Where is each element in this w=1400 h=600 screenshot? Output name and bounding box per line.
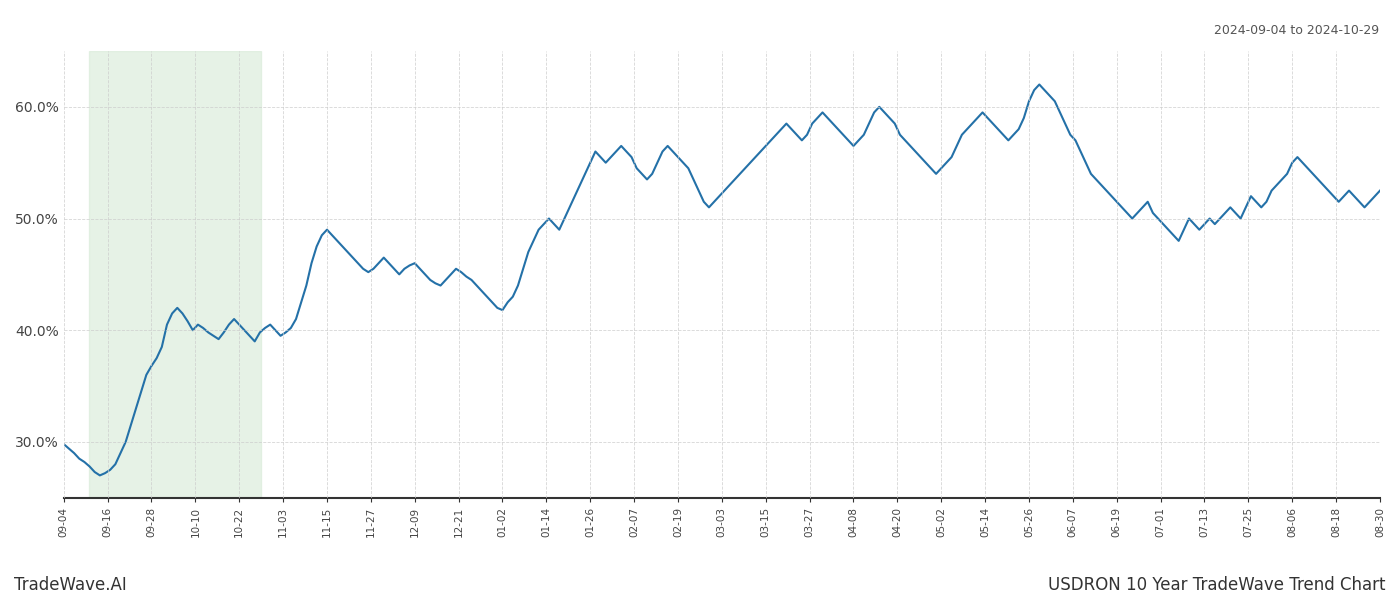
Bar (90, 51, 262, 498)
Text: TradeWave.AI: TradeWave.AI (14, 576, 127, 594)
Text: 2024-09-04 to 2024-10-29: 2024-09-04 to 2024-10-29 (1214, 24, 1379, 37)
Text: USDRON 10 Year TradeWave Trend Chart: USDRON 10 Year TradeWave Trend Chart (1049, 576, 1386, 594)
